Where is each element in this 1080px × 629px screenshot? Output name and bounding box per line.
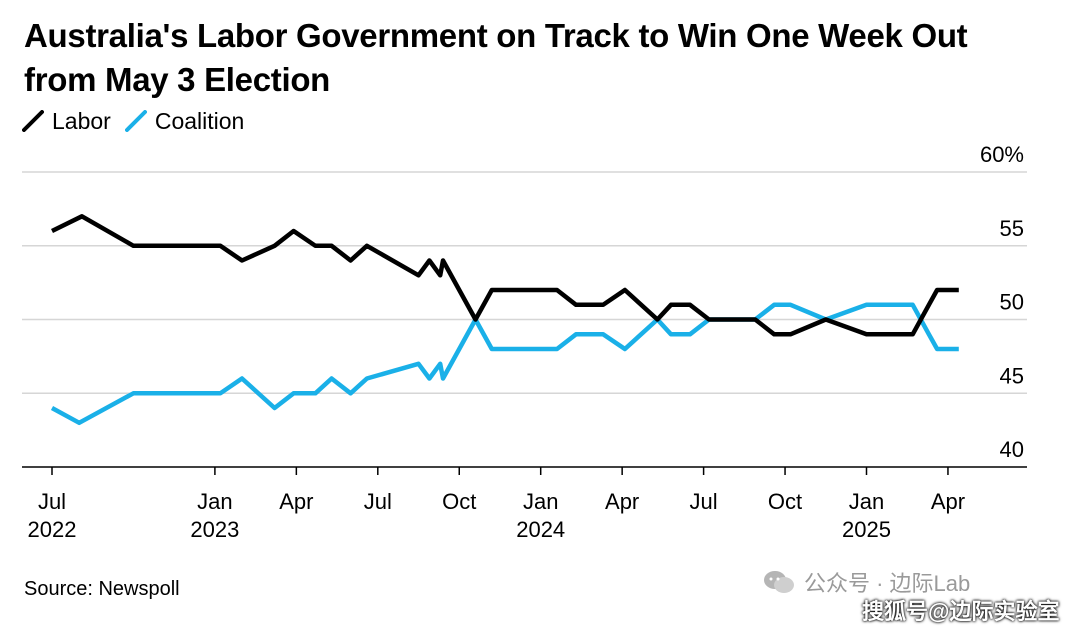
x-tick-label-5: Jan [523,489,558,514]
legend-swatch-coalition [124,110,147,132]
x-tick-label-0: Jul [38,489,66,514]
x-tick-year-0: 2022 [28,517,77,542]
chart-title: Australia's Labor Government on Track to… [24,17,968,98]
x-tick-label-10: Apr [931,489,965,514]
x-tick-year-9: 2025 [842,517,891,542]
watermark-sohu: 搜狐号@边际实验室 [862,599,1060,624]
source-note: Source: Newspoll [24,578,180,600]
legend: Labor Coalition [22,106,258,136]
series-line-coalition [50,302,959,426]
y-tick-label-45: 45 [1000,363,1024,388]
x-tick-label-1: Jan [197,489,232,514]
legend-label-labor: Labor [52,107,111,134]
watermark-text: 公众号 · 边际Lab [804,571,971,596]
chat-bubble-icon [764,571,794,593]
x-tick-label-7: Jul [690,489,718,514]
legend-swatch-labor [22,110,44,132]
series-line-labor [51,214,959,337]
x-tick-label-3: Jul [364,489,392,514]
y-tick-label-40: 40 [1000,437,1024,462]
x-tick-label-6: Apr [605,489,639,514]
y-tick-label-60: 60% [980,142,1024,167]
y-tick-label-55: 55 [1000,216,1024,241]
legend-item-coalition: Coalition [124,107,245,135]
x-tick-year-5: 2024 [516,517,565,542]
x-tick-label-4: Oct [442,489,476,514]
x-tick-label-9: Jan [849,489,884,514]
y-tick-label-50: 50 [1000,290,1024,315]
legend-label-coalition: Coalition [154,107,245,134]
legend-item-labor: Labor [22,108,111,135]
x-tick-label-8: Oct [768,489,802,514]
x-tick-label-2: Apr [279,489,313,514]
x-tick-year-1: 2023 [190,517,239,542]
watermark: 公众号 · 边际Lab [762,566,970,598]
